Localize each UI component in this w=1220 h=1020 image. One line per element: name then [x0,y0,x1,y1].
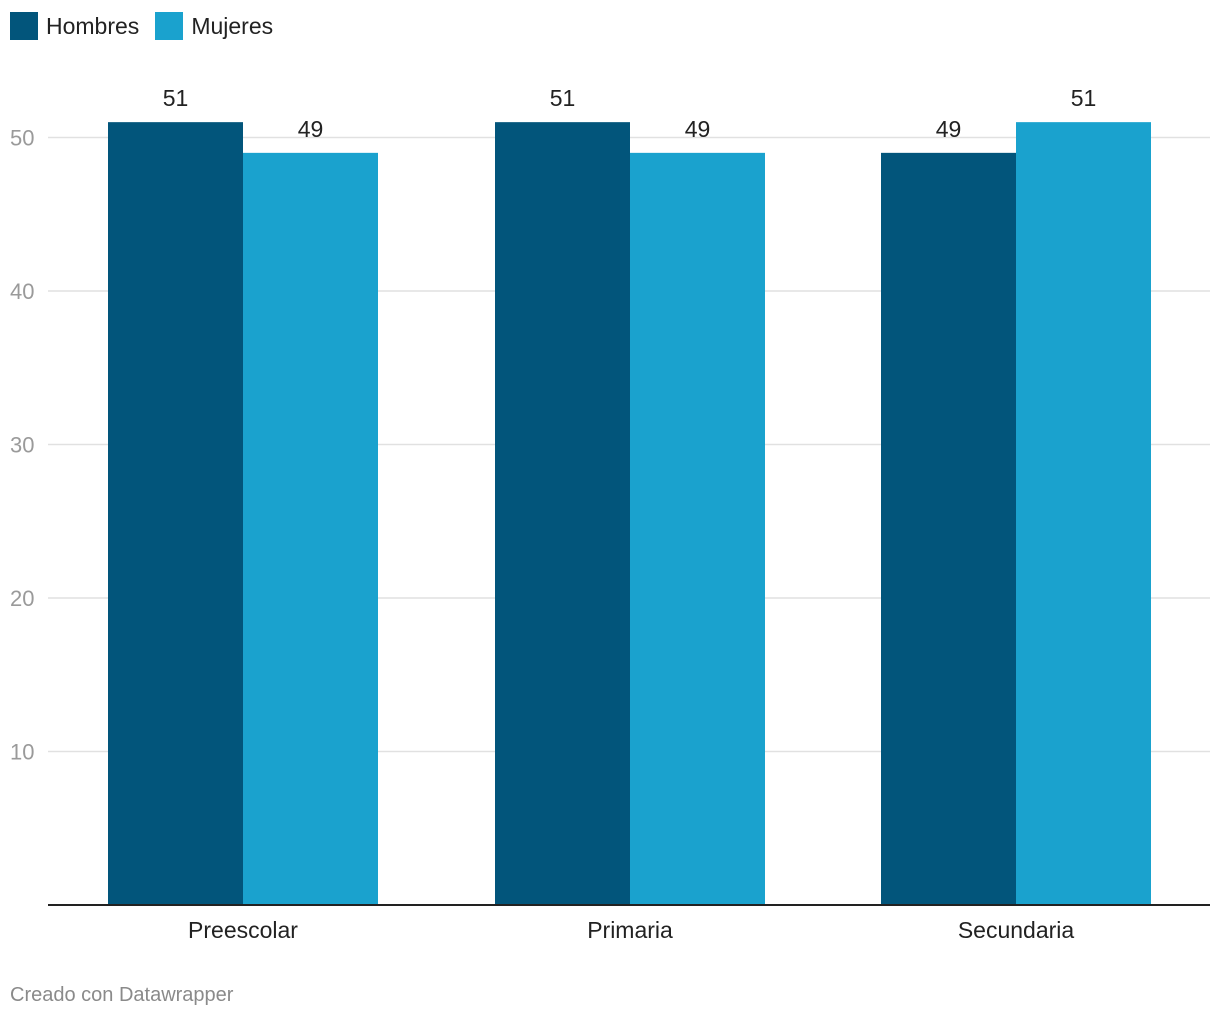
legend-swatch-hombres [10,12,38,40]
y-tick-label: 20 [10,586,34,611]
y-tick-label: 30 [10,433,34,458]
x-tick-label: Preescolar [188,917,298,943]
value-label: 49 [936,116,962,142]
value-label: 51 [1071,85,1097,111]
legend-swatch-mujeres [155,12,184,40]
bar-mujeres-primaria [630,152,765,906]
legend: Hombres Mujeres [10,12,289,40]
bar-hombres-preescolar [108,122,243,905]
bar-mujeres-secundaria [1016,122,1151,905]
legend-label-hombres: Hombres [46,13,140,39]
legend-item-hombres: Hombres [10,12,139,40]
legend-item-mujeres: Mujeres [155,12,273,40]
x-tick-label: Primaria [587,917,673,943]
value-label: 49 [685,116,711,142]
bar-mujeres-preescolar [243,152,378,906]
y-tick-label: 10 [10,740,34,765]
value-label: 51 [163,85,189,111]
value-label: 51 [550,85,576,111]
footer-credit: Creado con Datawrapper [10,984,234,1006]
x-tick-label: Secundaria [958,917,1075,943]
y-tick-label: 50 [10,126,34,151]
y-tick-label: 40 [10,279,34,304]
legend-label-mujeres: Mujeres [191,13,274,39]
value-label: 49 [298,116,324,142]
bar-hombres-primaria [495,122,630,905]
bar-hombres-secundaria [881,152,1016,906]
